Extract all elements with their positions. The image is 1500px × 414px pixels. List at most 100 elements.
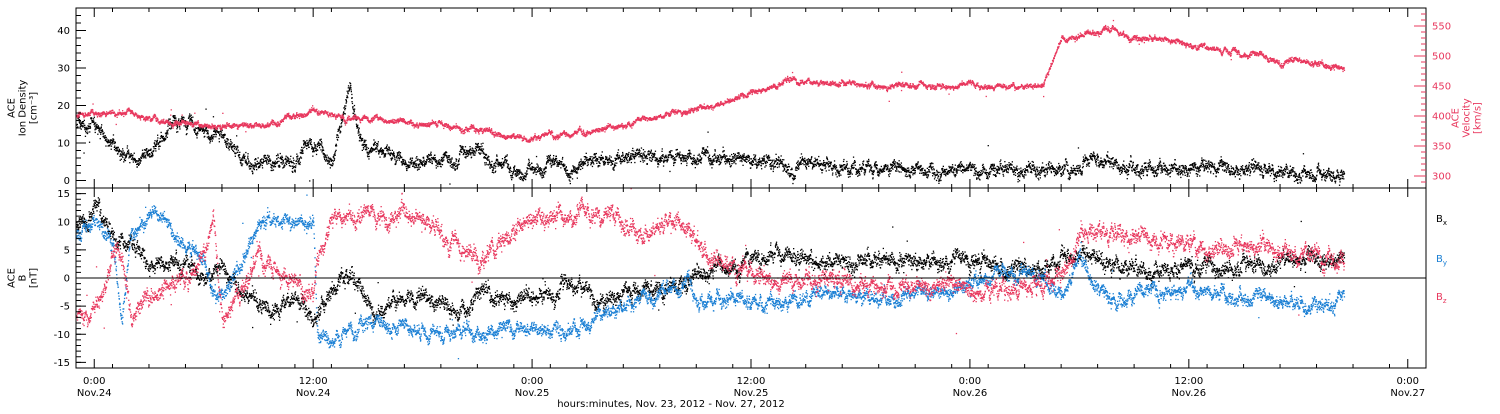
data-point <box>351 93 353 96</box>
data-point <box>259 164 261 167</box>
data-point <box>312 149 315 151</box>
data-point <box>429 158 432 160</box>
data-point <box>477 149 480 151</box>
data-point <box>194 127 197 129</box>
data-point <box>123 152 125 155</box>
data-point <box>461 145 463 147</box>
data-point <box>636 148 638 150</box>
data-point <box>694 167 696 169</box>
data-point <box>270 163 272 165</box>
data-point <box>709 159 711 161</box>
data-point <box>298 158 300 160</box>
data-point <box>151 151 153 153</box>
data-point <box>139 160 141 162</box>
data-point <box>1000 163 1002 165</box>
data-point <box>230 145 232 147</box>
data-point <box>685 157 688 159</box>
data-point <box>178 119 180 121</box>
data-point <box>455 158 457 160</box>
data-point <box>708 158 710 160</box>
data-point <box>201 127 203 130</box>
data-point <box>444 153 446 155</box>
data-point <box>145 149 147 151</box>
data-point <box>1087 164 1089 166</box>
data-point <box>637 152 639 154</box>
data-point <box>257 157 259 159</box>
data-point <box>547 161 549 163</box>
data-point <box>230 143 232 145</box>
data-point <box>952 166 954 168</box>
data-point <box>959 162 962 164</box>
data-point <box>223 136 225 138</box>
data-point <box>669 151 671 153</box>
data-point <box>569 182 571 185</box>
data-point <box>1130 156 1132 158</box>
data-point <box>847 176 850 178</box>
data-point <box>1081 174 1083 176</box>
data-point <box>534 168 536 170</box>
data-point <box>400 157 402 159</box>
data-point <box>190 114 192 116</box>
data-point <box>981 170 983 172</box>
data-point <box>708 155 710 158</box>
data-point <box>273 165 276 167</box>
data-point <box>629 159 631 161</box>
data-point <box>564 168 566 170</box>
data-point <box>959 169 961 171</box>
data-point <box>345 99 347 102</box>
data-point <box>255 165 257 167</box>
data-point <box>451 157 453 159</box>
data-point <box>472 150 475 152</box>
data-point <box>282 159 284 161</box>
data-point <box>1064 165 1066 167</box>
data-point <box>498 161 500 164</box>
data-point <box>508 168 511 170</box>
data-point <box>354 108 356 110</box>
data-point <box>506 155 508 157</box>
data-point <box>1142 172 1144 174</box>
data-point <box>308 140 311 142</box>
data-point <box>476 147 478 149</box>
data-point <box>593 156 595 159</box>
data-point <box>1000 159 1002 161</box>
data-point <box>310 144 313 146</box>
data-point <box>747 156 749 158</box>
data-point <box>234 145 236 148</box>
data-point <box>93 116 95 118</box>
data-point <box>432 156 435 158</box>
data-point <box>728 162 731 164</box>
data-point <box>309 142 312 144</box>
data-point <box>1161 171 1164 173</box>
data-point <box>984 168 986 170</box>
data-point <box>373 148 376 151</box>
data-point <box>876 168 878 170</box>
data-point <box>328 158 330 160</box>
data-point <box>694 163 696 165</box>
data-point <box>432 158 434 160</box>
data-point <box>940 173 943 175</box>
data-point <box>716 161 718 163</box>
data-point <box>551 161 554 163</box>
data-point <box>144 149 146 151</box>
data-point <box>553 158 555 161</box>
data-point <box>317 142 319 145</box>
data-point <box>261 164 263 167</box>
data-point <box>533 171 535 173</box>
data-point <box>480 152 482 154</box>
data-point <box>280 156 282 158</box>
data-point <box>218 138 220 140</box>
data-point <box>122 153 125 155</box>
data-point <box>842 169 844 172</box>
data-point <box>336 134 338 136</box>
data-point <box>874 166 876 168</box>
data-point <box>272 161 274 163</box>
data-point <box>1090 153 1093 155</box>
data-point <box>835 174 837 176</box>
data-point <box>768 154 770 157</box>
data-point <box>868 158 870 161</box>
data-point <box>775 161 777 163</box>
data-point <box>719 163 721 165</box>
data-point <box>387 152 389 154</box>
data-point <box>790 175 792 177</box>
data-point <box>908 169 910 171</box>
